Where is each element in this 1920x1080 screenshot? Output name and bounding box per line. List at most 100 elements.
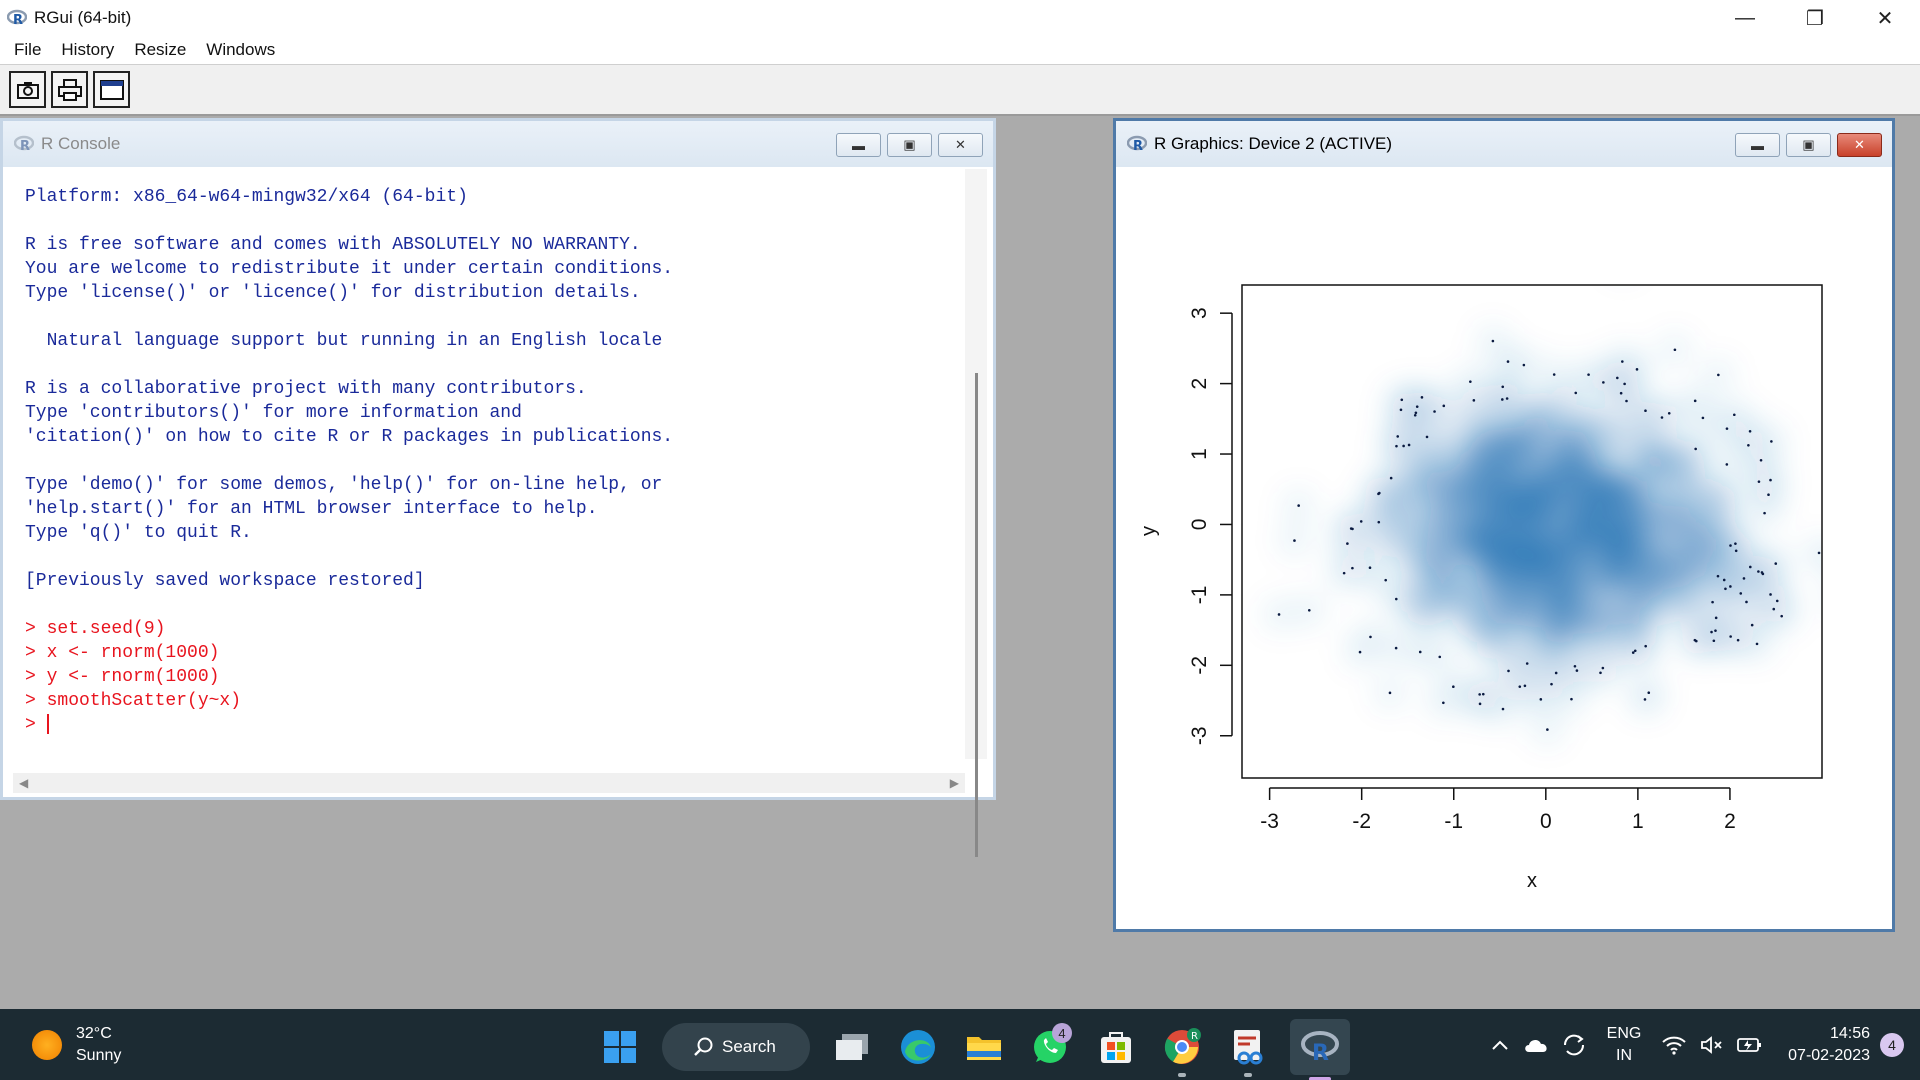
console-close-button[interactable]: ✕ (938, 133, 983, 157)
density-kernel (1569, 423, 1602, 456)
y-axis-label: y (1138, 526, 1160, 536)
menu-history[interactable]: History (61, 40, 115, 59)
console-maximize-button[interactable]: ▣ (887, 133, 932, 157)
y-tick-label: -1 (1188, 586, 1211, 605)
outlier-point (1407, 443, 1411, 447)
scrollbar-thumb[interactable] (975, 373, 978, 857)
clock[interactable]: 14:56 07-02-2023 (1770, 1023, 1870, 1067)
minimize-button[interactable]: — (1735, 6, 1755, 29)
density-kernel (1528, 626, 1561, 659)
outlier-point (1837, 561, 1840, 564)
onedrive-button[interactable] (1518, 1037, 1554, 1053)
store-button[interactable] (1092, 1023, 1140, 1071)
outlier-point (1442, 404, 1446, 408)
density-kernel (1580, 519, 1613, 552)
console-prompt: > (25, 715, 47, 735)
outlier-point (1714, 629, 1717, 632)
outlier-point (1729, 585, 1732, 588)
menu-file[interactable]: File (14, 40, 42, 59)
rgui-taskbar-button[interactable]: R (1290, 1019, 1350, 1080)
scroll-right-icon[interactable]: ▶ (949, 776, 959, 790)
sync-button[interactable] (1554, 1033, 1594, 1057)
console-output-line: R is a collaborative project with many c… (25, 379, 587, 399)
graphics-close-button[interactable]: ✕ (1837, 133, 1882, 157)
outlier-point (1297, 504, 1300, 507)
console-output-line: Type 'demo()' for some demos, 'help()' f… (25, 475, 663, 495)
scroll-left-icon[interactable]: ◀ (19, 776, 29, 790)
density-kernel (1624, 619, 1657, 652)
language-indicator[interactable]: ENG IN (1594, 1023, 1654, 1067)
console-output-line: 'citation()' on how to cite R or R packa… (25, 427, 674, 447)
menu-resize[interactable]: Resize (134, 40, 187, 59)
outlier-point (1570, 697, 1573, 701)
window-icon (99, 79, 124, 100)
start-button[interactable] (596, 1023, 644, 1071)
notification-badge[interactable]: 4 (1880, 1033, 1904, 1057)
copy-bitmap-button[interactable] (9, 71, 46, 108)
outlier-point (1747, 443, 1750, 447)
outlier-point (1307, 608, 1311, 612)
density-kernel (1600, 562, 1633, 595)
outlier-point (1396, 435, 1400, 438)
close-button[interactable]: ✕ (1876, 7, 1894, 30)
outlier-point (1415, 405, 1419, 408)
outlier-point (1506, 360, 1510, 363)
console-vertical-scrollbar[interactable] (965, 169, 987, 857)
task-view-button[interactable] (828, 1023, 876, 1071)
graphics-minimize-button[interactable]: ▬ (1735, 133, 1780, 157)
battery-button[interactable] (1730, 1036, 1770, 1054)
console-output-line (25, 545, 965, 569)
network-button[interactable] (1654, 1035, 1694, 1055)
edge-button[interactable] (894, 1023, 942, 1071)
whatsapp-button[interactable]: 4 (1026, 1023, 1074, 1071)
density-kernel (1480, 551, 1513, 584)
outlier-point (1522, 363, 1526, 367)
console-output-line (25, 209, 965, 233)
graphics-maximize-button[interactable]: ▣ (1786, 133, 1831, 157)
density-kernel (1554, 590, 1587, 623)
restore-button[interactable]: ❐ (1806, 7, 1824, 30)
outlier-point (1693, 638, 1697, 642)
menu-windows[interactable]: Windows (206, 40, 276, 59)
outlier-point (1469, 380, 1472, 383)
console-minimize-button[interactable]: ▬ (836, 133, 881, 157)
outlier-point (1616, 376, 1619, 380)
window-button[interactable] (93, 71, 130, 108)
outlier-point (1644, 409, 1647, 413)
outlier-point (1394, 597, 1398, 601)
file-explorer-button[interactable] (960, 1023, 1008, 1071)
snipping-tool-button[interactable] (1224, 1023, 1272, 1077)
outlier-point (1481, 692, 1485, 696)
svg-text:R: R (13, 13, 23, 27)
volume-muted-icon (1701, 1036, 1722, 1054)
outlier-point (1573, 664, 1577, 668)
outlier-point (1717, 373, 1720, 377)
taskbar-search[interactable]: Search (662, 1023, 810, 1071)
task-view-icon (836, 1034, 868, 1060)
console-output[interactable]: Platform: x86_64-w64-mingw32/x64 (64-bit… (13, 169, 965, 769)
chrome-button[interactable]: R (1158, 1023, 1206, 1077)
density-kernel (1477, 451, 1510, 484)
point-layer (1277, 339, 1840, 731)
density-kernel (1651, 512, 1684, 545)
x-axis: -3 -2 -1 0 1 2 (1260, 787, 1736, 833)
y-axis: -3 -2 -1 0 1 2 3 (1188, 307, 1233, 745)
y-tick-label: 2 (1188, 378, 1211, 390)
density-kernel (1419, 423, 1452, 456)
print-button[interactable] (51, 71, 88, 108)
outlier-point (1755, 642, 1759, 646)
taskbar-apps: Search 4 R R (596, 1019, 1350, 1080)
outlier-point (1368, 566, 1372, 570)
svg-text:R: R (20, 139, 30, 153)
console-horizontal-scrollbar[interactable]: ◀ ▶ (13, 773, 965, 793)
console-prompt-line[interactable]: > (25, 713, 965, 737)
outlier-point (1574, 391, 1578, 395)
outlier-point (1693, 399, 1697, 403)
density-kernel (1551, 532, 1584, 565)
weather-widget[interactable]: 32°C Sunny (32, 1023, 121, 1067)
volume-button[interactable] (1694, 1035, 1730, 1055)
density-kernel (1803, 536, 1822, 569)
outlier-point (1729, 635, 1732, 638)
windows-logo-icon (604, 1031, 636, 1063)
show-hidden-icons-button[interactable] (1482, 1039, 1518, 1051)
